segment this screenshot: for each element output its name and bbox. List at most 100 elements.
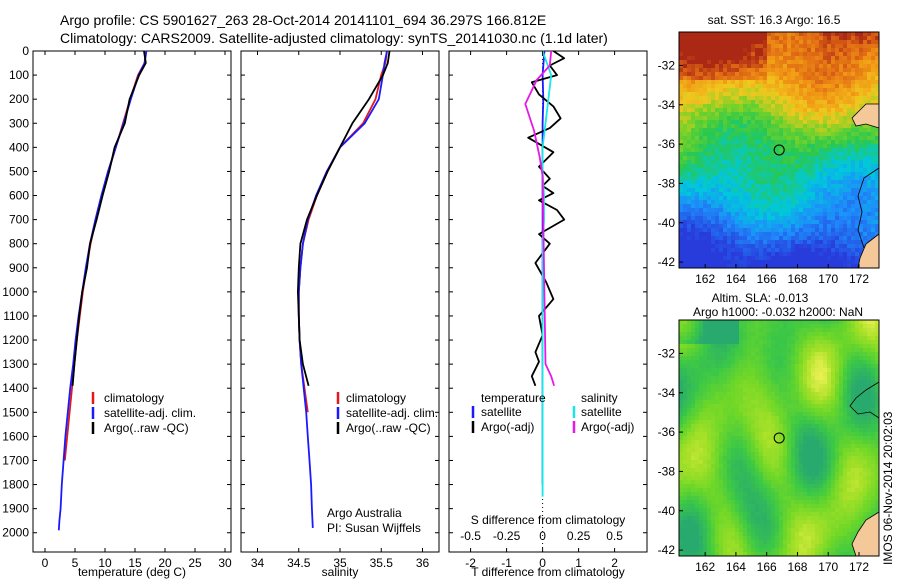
heatmap-cell <box>763 328 768 333</box>
heatmap-cell <box>791 100 796 105</box>
heatmap-cell <box>703 32 708 37</box>
heatmap-cell <box>779 88 784 93</box>
heatmap-cell <box>739 44 744 49</box>
heatmap-cell <box>711 456 716 461</box>
heatmap-cell <box>727 40 732 45</box>
heatmap-cell <box>687 260 692 265</box>
heatmap-cell <box>795 40 800 45</box>
heatmap-cell <box>731 172 736 177</box>
heatmap-cell <box>851 412 856 417</box>
heatmap-cell <box>835 256 840 261</box>
heatmap-cell <box>767 224 772 229</box>
heatmap-cell <box>743 348 748 353</box>
heatmap-cell <box>803 140 808 145</box>
x-tick-label: 1 <box>575 556 582 570</box>
heatmap-cell <box>791 228 796 233</box>
heatmap-cell <box>851 456 856 461</box>
heatmap-cell <box>691 128 696 133</box>
heatmap-cell <box>823 52 828 57</box>
heatmap-cell <box>763 188 768 193</box>
legend-label-sal-satellite: satellite <box>581 405 622 419</box>
heatmap-cell <box>871 68 876 73</box>
heatmap-cell <box>751 60 756 65</box>
heatmap-cell <box>831 68 836 73</box>
heatmap-cell <box>823 68 828 73</box>
heatmap-cell <box>699 196 704 201</box>
heatmap-cell <box>807 240 812 245</box>
heatmap-cell <box>755 224 760 229</box>
heatmap-cell <box>867 180 872 185</box>
y-tick-label: 300 <box>9 116 29 130</box>
heatmap-cell <box>735 392 740 397</box>
heatmap-cell <box>871 132 876 137</box>
argo-location-marker <box>773 144 785 156</box>
heatmap-cell <box>767 424 772 429</box>
heatmap-cell <box>875 204 880 209</box>
heatmap-cell <box>771 132 776 137</box>
heatmap-cell <box>835 216 840 221</box>
heatmap-cell <box>807 100 812 105</box>
heatmap-cell <box>747 220 752 225</box>
heatmap-cell <box>815 400 820 405</box>
heatmap-cell <box>767 384 772 389</box>
heatmap-cell <box>847 424 852 429</box>
heatmap-cell <box>699 232 704 237</box>
coastline <box>851 103 880 129</box>
heatmap-cell <box>847 60 852 65</box>
heatmap-cell <box>779 344 784 349</box>
heatmap-cell <box>755 352 760 357</box>
heatmap-cell <box>779 408 784 413</box>
heatmap-cell <box>843 324 848 329</box>
heatmap-cell <box>847 388 852 393</box>
heatmap-cell <box>847 248 852 253</box>
heatmap-cell <box>815 32 820 37</box>
heatmap-cell <box>699 176 704 181</box>
heatmap-cell <box>787 416 792 421</box>
heatmap-cell <box>807 200 812 205</box>
heatmap-cell <box>683 200 688 205</box>
heatmap-cell <box>771 40 776 45</box>
heatmap-cell <box>867 328 872 333</box>
heatmap-cell <box>739 60 744 65</box>
heatmap-cell <box>803 412 808 417</box>
heatmap-cell <box>747 400 752 405</box>
heatmap-cell <box>759 232 764 237</box>
heatmap-cell <box>811 32 816 37</box>
heatmap-cell <box>723 128 728 133</box>
heatmap-cell <box>859 404 864 409</box>
heatmap-cell <box>827 404 832 409</box>
heatmap-cell <box>835 452 840 457</box>
heatmap-cell <box>831 40 836 45</box>
heatmap-cell <box>787 240 792 245</box>
heatmap-cell <box>791 196 796 201</box>
heatmap-cell <box>739 396 744 401</box>
heatmap-cell <box>803 444 808 449</box>
heatmap-cell <box>747 428 752 433</box>
heatmap-cell <box>863 400 868 405</box>
heatmap-cell <box>783 320 788 325</box>
heatmap-cell <box>739 124 744 129</box>
heatmap-cell <box>859 420 864 425</box>
heatmap-cell <box>731 176 736 181</box>
heatmap-cell <box>711 420 716 425</box>
heatmap-cell <box>847 328 852 333</box>
heatmap-cell <box>719 328 724 333</box>
heatmap-cell <box>807 132 812 137</box>
heatmap-cell <box>839 188 844 193</box>
heatmap-cell <box>747 184 752 189</box>
heatmap-cell <box>819 336 824 341</box>
heatmap-cell <box>707 112 712 117</box>
heatmap-cell <box>691 436 696 441</box>
heatmap-cell <box>687 36 692 41</box>
heatmap-cell <box>815 72 820 77</box>
heatmap-cell <box>771 76 776 81</box>
heatmap-cell <box>727 228 732 233</box>
heatmap-cell <box>703 384 708 389</box>
heatmap-cell <box>807 416 812 421</box>
heatmap-cell <box>771 400 776 405</box>
heatmap-cell <box>727 68 732 73</box>
heatmap-cell <box>863 72 868 77</box>
heatmap-cell <box>723 416 728 421</box>
heatmap-cell <box>703 172 708 177</box>
